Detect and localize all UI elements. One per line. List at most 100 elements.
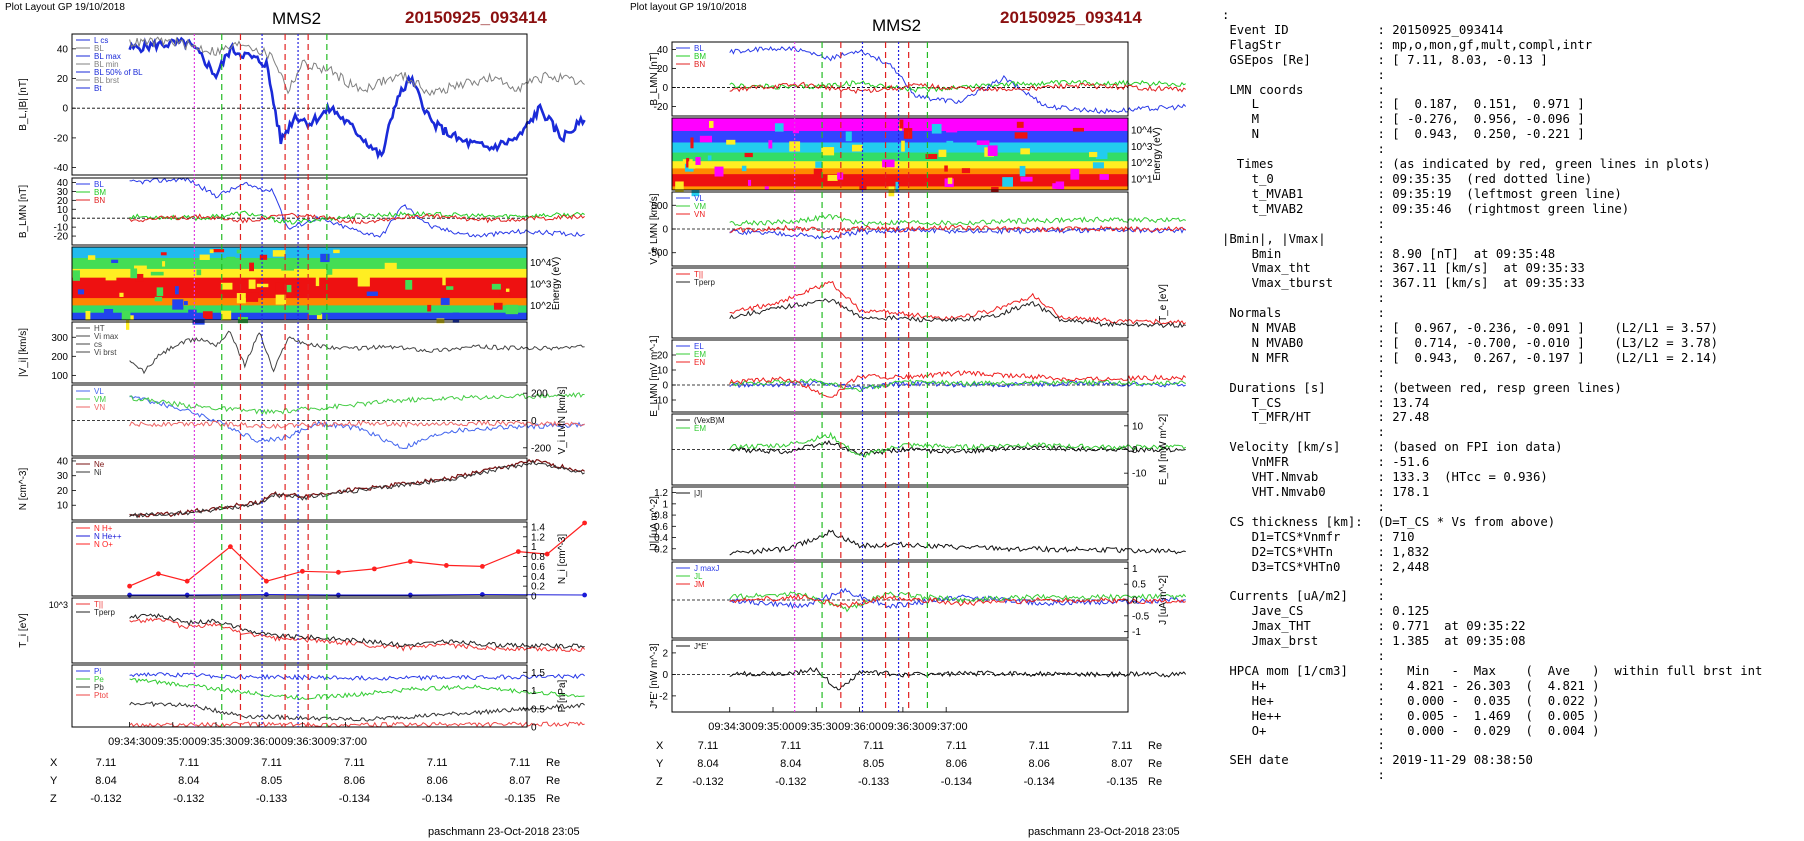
- spectrogram-speckle: [248, 279, 256, 289]
- ephemeris-value: 8.05: [862, 758, 885, 770]
- data-point: [227, 544, 233, 550]
- y-axis-label: N [cm^-3]: [18, 468, 29, 511]
- spectrogram-band-6: [672, 168, 1128, 175]
- data-point: [479, 564, 485, 569]
- data-point: [127, 583, 132, 589]
- y-axis-label: E_LMN [mV m^-1]: [649, 335, 660, 417]
- legend-entry: EM: [694, 350, 706, 359]
- legend-entry: VN: [94, 403, 105, 412]
- middle-credit: paschmann 23-Oct-2018 23:05: [1028, 826, 1180, 838]
- spectrogram-speckle: [1014, 132, 1028, 139]
- spectrogram-speckle: [188, 309, 197, 316]
- spectrogram-speckle: [476, 314, 481, 321]
- tick-label: 0: [62, 104, 68, 115]
- series-line-3: [129, 419, 585, 430]
- spectrogram-speckle: [183, 301, 188, 305]
- spectrogram-speckle: [1072, 127, 1085, 132]
- series-line-2: [129, 392, 585, 416]
- spectrogram-speckle: [220, 282, 233, 290]
- ephemeris-value: -0.132: [692, 776, 724, 788]
- spectrogram-speckle: [436, 318, 445, 324]
- tick-label: 0: [662, 83, 668, 94]
- tick-label: 10^1: [1131, 175, 1153, 186]
- spectrogram-speckle: [209, 249, 214, 254]
- y-axis-label: P [nPa]: [557, 679, 568, 712]
- ephemeris-value: 7.11: [1111, 740, 1133, 752]
- y-axis-label: |J| [uA m^-2]: [649, 496, 660, 551]
- data-point: [582, 592, 587, 598]
- y-axis-label: B_L,|B| [nT]: [18, 78, 29, 131]
- tick-label: 0.6: [531, 562, 545, 573]
- ephemeris-value: -0.135: [504, 793, 536, 805]
- ephemeris-value: -0.134: [940, 776, 972, 788]
- spectrogram-speckle: [134, 265, 147, 273]
- panel-8: 10^3 T_i [eV] T||Tperp: [18, 597, 585, 664]
- y-axis-label: Energy (eV): [551, 257, 562, 310]
- spectrogram-speckle: [675, 181, 684, 192]
- spectrogram-speckle: [289, 287, 296, 292]
- ephemeris-value: 7.11: [344, 757, 365, 769]
- spectrogram-speckle: [103, 308, 114, 316]
- spectrogram-band-3: [672, 142, 1128, 154]
- legend-entry: EM: [694, 424, 706, 433]
- legend-entry: (VexB)M: [694, 416, 725, 425]
- spectrogram-speckle: [882, 159, 895, 168]
- panel-frame: [71, 246, 528, 321]
- spectrogram-speckle: [87, 255, 96, 260]
- tick-label: 40: [57, 456, 69, 467]
- spectrogram-speckle: [221, 310, 232, 321]
- tick-label: 0: [531, 723, 537, 734]
- spectrogram-speckle: [695, 156, 701, 165]
- x-tick-label: 09:36:30: [281, 736, 324, 748]
- spectrogram-speckle: [172, 299, 184, 310]
- spectrogram-band-2: [672, 130, 1128, 143]
- spectrogram-speckle: [899, 119, 904, 129]
- spectrogram-speckle: [768, 140, 773, 149]
- spectrogram-speckle: [815, 161, 823, 168]
- spectrogram-speckle: [316, 313, 323, 320]
- legend-entry: BL 50% of BL: [94, 68, 143, 77]
- x-tick-label: 09:37:00: [324, 736, 367, 748]
- ephemeris-value: 8.07: [509, 775, 531, 787]
- panel-frame: [71, 33, 528, 176]
- spectrogram-speckle: [160, 252, 167, 256]
- x-tick-label: 09:35:00: [151, 736, 194, 748]
- tick-label: 10^3: [1131, 142, 1153, 153]
- tick-label: -500: [648, 248, 668, 259]
- spectrogram-speckle: [272, 250, 286, 257]
- panel-9: 2 0 -2J*E' [nW m^-3] J*E': [649, 639, 1187, 713]
- series-line-2: [129, 459, 585, 519]
- spectrogram-speckle: [130, 268, 138, 279]
- tick-label: 0.8: [531, 552, 545, 563]
- spectrogram-speckle: [1016, 121, 1024, 128]
- tick-label: 0: [662, 381, 668, 392]
- tick-label: 1: [1132, 564, 1138, 575]
- legend-entry: VL: [94, 387, 104, 396]
- legend-entry: N O+: [94, 540, 113, 549]
- legend-entry: BL min: [94, 60, 119, 69]
- tick-label: 0.2: [531, 582, 545, 593]
- spectrogram-speckle: [357, 276, 370, 287]
- tick-label: 0.5: [531, 704, 545, 715]
- legend-entry: Ne: [94, 460, 105, 469]
- spectrogram-speckle: [888, 186, 895, 197]
- spectrogram-speckle: [505, 304, 519, 315]
- spectrogram-speckle: [308, 310, 322, 316]
- tick-label: 10: [57, 205, 69, 216]
- spectrogram-speckle: [259, 254, 268, 260]
- spectrogram-speckle: [726, 139, 736, 145]
- spectrogram-speckle: [946, 140, 954, 148]
- tick-label: 1.5: [531, 668, 545, 679]
- legend-entry: Tperp: [94, 608, 115, 617]
- ephemeris-value: 7.11: [509, 757, 531, 769]
- series-line-1: [129, 330, 585, 375]
- spectrogram-band-8: [672, 186, 1128, 191]
- tick-label: 20: [57, 196, 69, 207]
- series-line-1: [729, 529, 1186, 556]
- spectrogram-speckle: [901, 140, 905, 152]
- left-event-id: 20150925_093414: [405, 8, 547, 27]
- legend-entry: Pb: [94, 683, 104, 692]
- tick-label: 500: [651, 201, 668, 212]
- spectrogram-speckle: [491, 283, 501, 290]
